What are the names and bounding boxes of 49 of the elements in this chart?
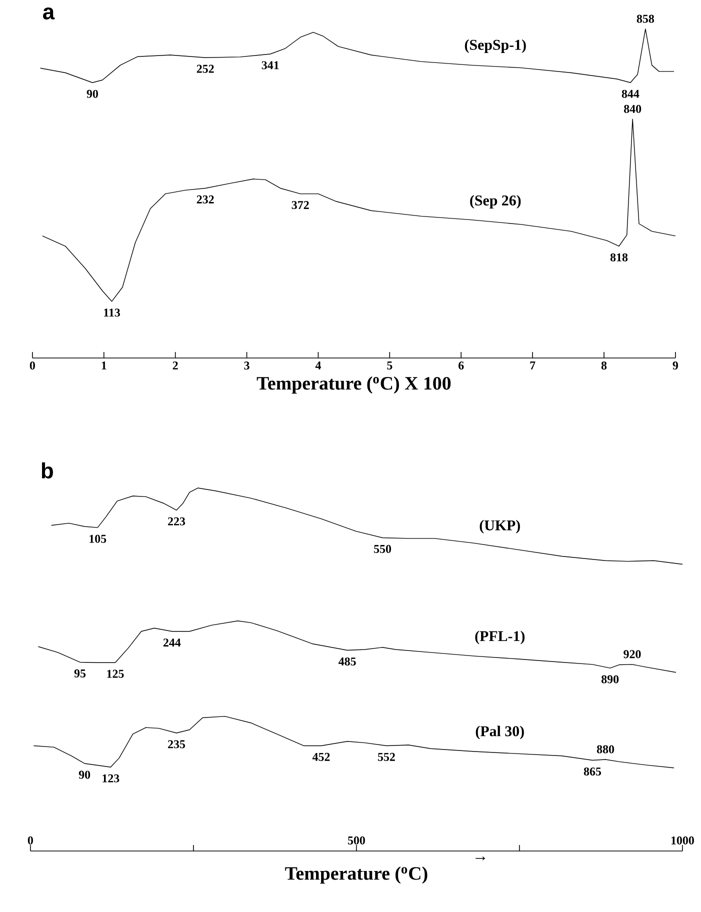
x-tick-label: 6 (458, 362, 464, 370)
annotation: 95 (74, 669, 86, 678)
x-tick-label: 2 (172, 362, 178, 370)
x-tick-label: 9 (672, 362, 678, 370)
annotation: 252 (196, 64, 214, 73)
annotation: 844 (622, 90, 639, 98)
x-axis-title: Temperature ($^{o}$C) (284, 866, 428, 884)
annotation: 485 (338, 657, 356, 666)
x-tick-label: 7 (530, 362, 536, 370)
annotation: 90 (86, 90, 98, 98)
annotation: 452 (312, 752, 330, 761)
series-label: (PFL-1) (475, 630, 524, 644)
series-label: (Sep 26) (470, 194, 520, 209)
annotation: 123 (102, 774, 119, 782)
annotation: 550 (374, 544, 391, 553)
annotation: 552 (378, 752, 395, 761)
series-label: (SepSp-1) (464, 39, 526, 53)
x-axis-title: Temperature ($^{o}$C) X 100 (256, 376, 450, 394)
annotation: 372 (292, 201, 309, 210)
annotation: 235 (168, 740, 185, 748)
x-tick-label: 1000 (671, 836, 694, 844)
annotation: 858 (636, 14, 654, 23)
annotation: 105 (89, 534, 106, 543)
x-tick-label: 1 (102, 362, 106, 370)
annotation: 244 (163, 638, 180, 646)
annotation: 818 (610, 253, 628, 262)
chart-title: b (42, 462, 53, 479)
x-tick-label: 5 (386, 362, 392, 370)
annotation: 920 (623, 650, 641, 658)
annotation: 880 (596, 745, 614, 754)
annotation: 223 (168, 517, 185, 526)
annotation: 113 (104, 308, 120, 317)
x-tick-label: 4 (315, 362, 321, 370)
annotation: 90 (78, 770, 90, 779)
x-tick-label: 8 (601, 362, 606, 370)
annotation: 232 (196, 195, 214, 204)
chart-title: a (42, 7, 55, 20)
annotation: 341 (262, 61, 278, 70)
text: → (475, 856, 485, 860)
annotation: 865 (584, 767, 601, 776)
x-tick-label: 500 (348, 836, 365, 844)
series-label: (Pal 30) (476, 726, 524, 740)
annotation: 890 (601, 675, 618, 684)
annotation: 125 (106, 670, 124, 678)
x-tick-label: 0 (30, 362, 35, 370)
annotation: 840 (624, 104, 641, 113)
x-tick-label: 0 (28, 836, 33, 844)
series-label: (UKP) (480, 520, 520, 534)
x-tick-label: 3 (244, 362, 250, 370)
